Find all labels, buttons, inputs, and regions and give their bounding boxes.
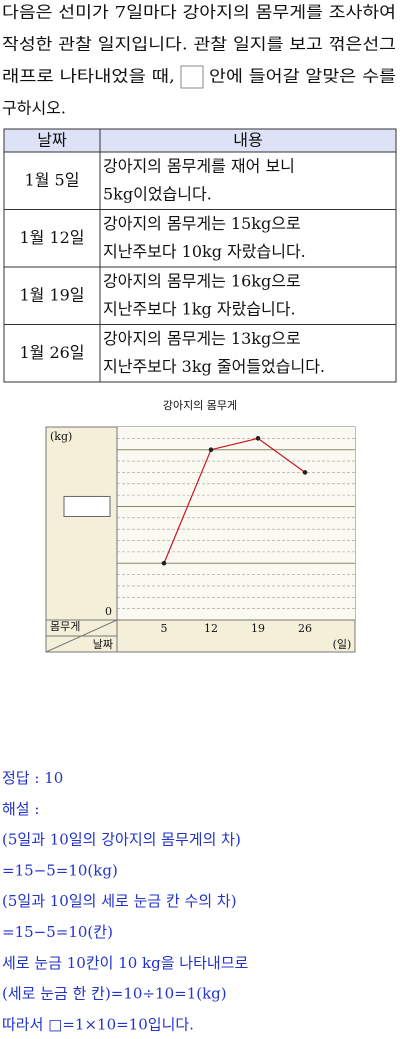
x-tick-label: 19: [251, 622, 265, 635]
table-header: 내용: [233, 131, 262, 150]
answer-line: =15−5=10(칸): [2, 923, 113, 941]
diagonal: [45, 619, 118, 653]
problem-line: 구하시오.: [2, 99, 66, 118]
x-label: (일): [333, 637, 352, 651]
blank-box: [63, 495, 111, 517]
table-date: 1월 19일: [19, 285, 84, 304]
table-date: 1월 26일: [19, 343, 84, 362]
row-label: 날짜: [93, 638, 113, 651]
point: [255, 436, 261, 441]
table-date: 1월 5일: [25, 170, 80, 189]
table-content: 지난주보다 1kg 자랐습니다.: [103, 300, 296, 319]
line: [163, 437, 306, 564]
answer-line: 정답 : 10: [2, 769, 63, 787]
table-content: 지난주보다 10kg 자랐습니다.: [103, 242, 306, 261]
problem-line: 작성한 관찰 일지입니다. 관찰 일지를 보고 꺾은선그: [2, 35, 396, 54]
plot-area: [117, 427, 355, 620]
table-content: 강아지의 몸무게는 16kg으로: [103, 272, 301, 291]
table-content: 강아지의 몸무게는 15kg으로: [103, 214, 301, 233]
point: [208, 447, 214, 453]
problem-line: 래프로 나타내었을 때,: [2, 67, 175, 86]
table-content: 강아지의 몸무게는 13kg으로: [103, 329, 301, 348]
table-content: 지난주보다 3kg 줄어들었습니다.: [103, 357, 325, 376]
table-content: 강아지의 몸무게를 재어 보니: [103, 157, 295, 176]
answer-line: (5일과 10일의 세로 눈금 칸 수의 차): [2, 892, 237, 910]
row-label: 몸무게: [50, 620, 80, 633]
chart-title: 강아지의 몸무게: [163, 399, 237, 412]
x-tick-label: 12: [204, 622, 218, 635]
problem-line: 안에 들어갈 알맞은 수를: [209, 67, 396, 86]
point: [161, 560, 167, 566]
answer-line: (세로 눈금 한 칸)=10÷10=1(kg): [2, 985, 227, 1003]
answer-line: 세로 눈금 10칸이 10 kg을 나타내므로: [2, 954, 249, 972]
x-tick-label: 5: [161, 622, 168, 635]
table-header-bg: [4, 129, 396, 152]
table-frame: [3, 128, 397, 383]
table-header: 날짜: [37, 131, 67, 150]
answer-line: =15−5=10(kg): [2, 861, 118, 879]
point: [302, 470, 308, 475]
y-tick-label: 0: [105, 605, 112, 618]
blank-box: [180, 65, 204, 89]
table-date: 1월 12일: [19, 228, 84, 247]
answer-line: 해설 :: [2, 800, 39, 818]
y-label: (kg): [50, 430, 72, 443]
answer-line: 따라서 □=1×10=10입니다.: [2, 1015, 194, 1033]
x-tick-label: 26: [298, 622, 312, 635]
answer-line: (5일과 10일의 강아지의 몸무게의 차): [2, 831, 241, 849]
table-content: 5kg이었습니다.: [103, 185, 212, 204]
problem-line: 다음은 선미가 7일마다 강아지의 몸무게를 조사하여: [2, 3, 396, 22]
